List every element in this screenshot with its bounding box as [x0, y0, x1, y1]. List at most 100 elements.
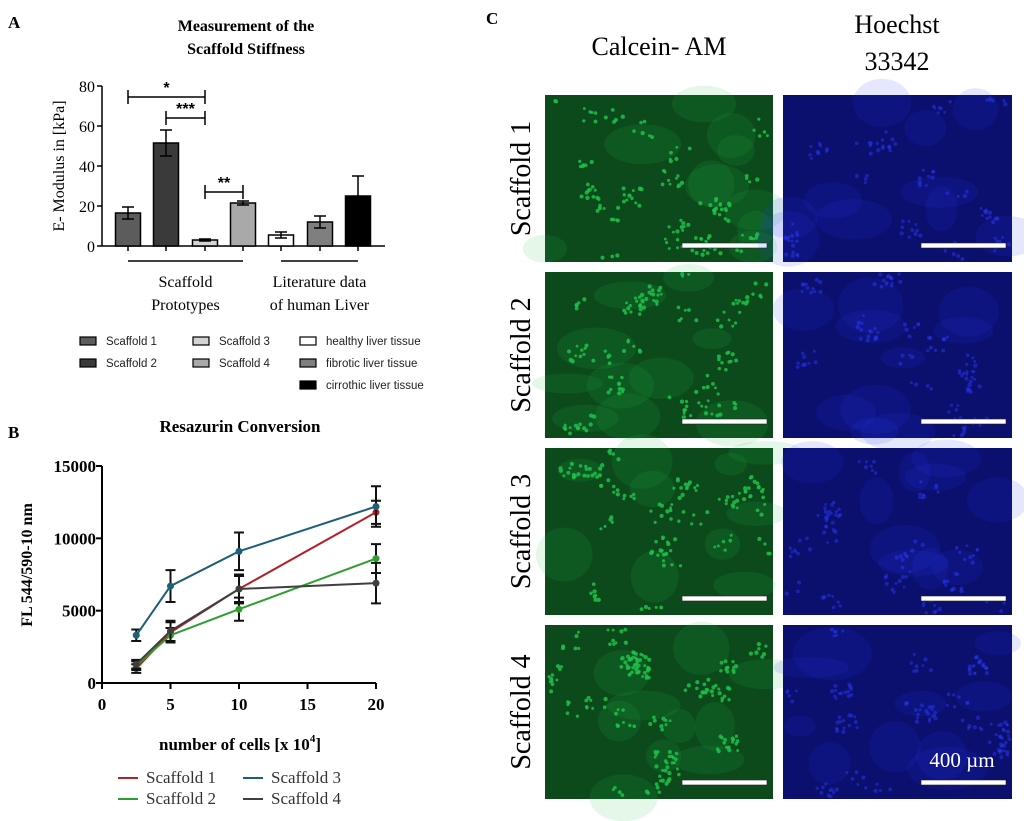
cell: [554, 99, 559, 104]
cell: [872, 282, 877, 287]
cell: [745, 295, 750, 300]
cell: [622, 348, 627, 353]
tissue-patch: [593, 281, 667, 310]
cell: [637, 349, 643, 354]
cell: [973, 671, 977, 676]
cell: [732, 405, 738, 411]
cell: [966, 390, 970, 394]
legend-label: Scaffold 4: [219, 358, 271, 370]
cell: [567, 349, 571, 354]
tissue-patch: [646, 739, 682, 773]
cell: [880, 138, 885, 142]
cell: [999, 742, 1004, 747]
cell: [917, 322, 921, 326]
cell: [713, 196, 719, 202]
cell: [589, 698, 593, 702]
cell: [589, 591, 593, 595]
cell: [697, 401, 701, 405]
cell: [825, 512, 831, 517]
legend-label: Scaffold 2: [146, 789, 216, 808]
cell: [616, 205, 621, 210]
cell: [999, 609, 1003, 613]
cell: [632, 496, 636, 501]
cell: [676, 185, 680, 189]
cell: [748, 651, 754, 656]
cell: [576, 472, 581, 477]
cell: [973, 359, 977, 363]
cell: [714, 386, 717, 390]
cell: [952, 693, 956, 697]
cell: [930, 714, 935, 718]
cell: [933, 710, 938, 715]
cell: [791, 243, 796, 248]
cell: [654, 299, 659, 304]
cell: [752, 128, 756, 132]
cell: [787, 239, 791, 243]
cell: [730, 352, 735, 357]
cell: [610, 107, 615, 112]
cell: [835, 633, 839, 637]
cell: [683, 308, 687, 312]
cell: [675, 246, 679, 250]
cell: [975, 548, 979, 552]
cell: [831, 594, 835, 598]
cell: [612, 119, 616, 124]
scale-bar: [920, 595, 1007, 602]
cell: [996, 723, 1000, 727]
cell: [901, 219, 905, 224]
data-point: [372, 579, 380, 587]
cell: [832, 500, 836, 505]
cell: [998, 722, 1003, 727]
cell: [841, 629, 845, 633]
cell: [857, 460, 861, 464]
cell: [824, 518, 829, 523]
cell: [735, 248, 740, 253]
chart-a-title-line-2: Scaffold Stiffness: [187, 41, 305, 58]
data-point: [235, 547, 243, 555]
cell: [660, 549, 664, 553]
cell: [741, 233, 744, 237]
cell: [620, 387, 625, 392]
cell: [750, 237, 754, 241]
micrograph-blue-scaffold-3: [781, 439, 1024, 615]
cell: [677, 772, 681, 777]
cell: [664, 723, 668, 727]
cell: [854, 770, 859, 775]
cell: [623, 640, 629, 645]
cell: [861, 775, 866, 780]
cell: [817, 279, 823, 285]
tissue-patch: [869, 524, 941, 573]
cell: [739, 249, 744, 254]
tissue-patch: [598, 700, 641, 742]
cell: [923, 657, 928, 662]
cell: [647, 284, 652, 289]
cell: [794, 550, 798, 554]
cell: [681, 228, 685, 232]
cell: [795, 239, 799, 244]
cell: [913, 708, 918, 712]
cell: [951, 586, 956, 591]
cell: [674, 751, 679, 756]
cell: [549, 689, 554, 694]
cell: [569, 461, 574, 467]
cell: [1005, 752, 1010, 757]
cell: [621, 390, 625, 394]
cell: [865, 338, 870, 343]
cell: [602, 207, 606, 210]
cell: [1003, 749, 1007, 753]
cell: [917, 183, 922, 188]
cell: [784, 236, 789, 241]
cell: [689, 414, 693, 418]
cell: [611, 452, 616, 456]
cell: [593, 119, 598, 124]
cell: [900, 565, 905, 570]
cell: [720, 699, 724, 703]
cell: [738, 310, 742, 314]
cell: [726, 218, 731, 224]
panel-label-a: A: [8, 13, 21, 32]
cell: [667, 178, 671, 182]
cell: [930, 708, 934, 712]
cell: [654, 605, 658, 609]
cell: [669, 517, 673, 521]
